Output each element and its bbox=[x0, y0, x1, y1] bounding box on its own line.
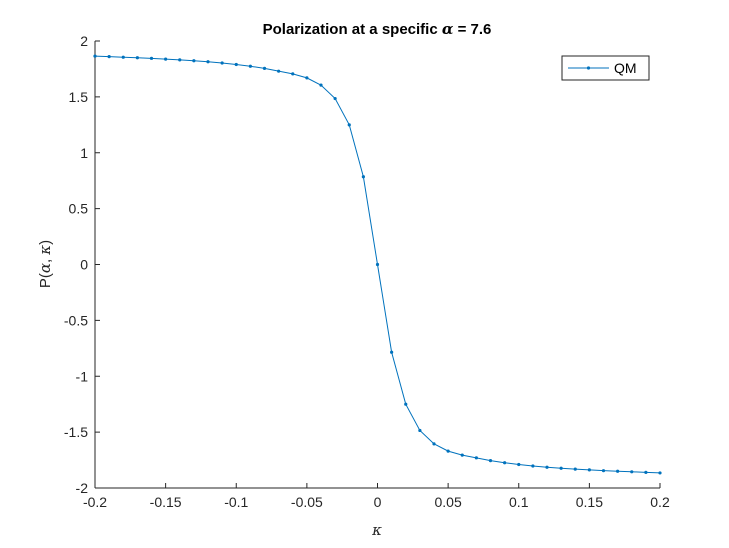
data-point bbox=[559, 466, 563, 470]
y-tick-label: -1 bbox=[76, 368, 89, 384]
data-point bbox=[107, 55, 111, 59]
x-tick-label: -0.05 bbox=[291, 494, 323, 510]
data-point bbox=[192, 59, 196, 63]
data-point bbox=[262, 66, 267, 70]
data-point bbox=[488, 459, 493, 463]
x-tick-label: 0.15 bbox=[576, 494, 603, 510]
x-tick-label: -0.1 bbox=[224, 494, 248, 510]
x-tick-label: 0.1 bbox=[509, 494, 529, 510]
data-point bbox=[135, 56, 139, 60]
y-tick-label: -0.5 bbox=[64, 312, 88, 328]
data-point bbox=[178, 58, 182, 62]
data-point bbox=[404, 402, 408, 406]
legend-label-qm: QM bbox=[614, 60, 637, 76]
data-point bbox=[93, 54, 97, 58]
legend-marker-qm bbox=[586, 66, 591, 70]
data-point bbox=[418, 428, 422, 433]
data-point bbox=[630, 470, 634, 474]
y-tick-label: 1 bbox=[80, 145, 88, 161]
y-tick-label: -2 bbox=[76, 480, 89, 496]
data-point bbox=[305, 76, 309, 80]
data-point bbox=[446, 449, 450, 453]
y-tick-label: 2 bbox=[80, 33, 88, 49]
x-tick-label: -0.15 bbox=[150, 494, 182, 510]
y-tick-label: 0.5 bbox=[69, 201, 89, 217]
data-point bbox=[220, 61, 224, 65]
x-ticks: -0.2 -0.15 -0.1 -0.05 0 0.05 0.1 0.15 0.2 bbox=[83, 483, 670, 510]
data-point bbox=[390, 350, 394, 354]
data-point bbox=[319, 83, 323, 87]
data-point bbox=[347, 123, 351, 127]
x-axis-label: κ bbox=[371, 521, 382, 539]
x-tick-label: 0 bbox=[374, 494, 382, 510]
data-point bbox=[149, 56, 154, 60]
data-point bbox=[474, 456, 478, 460]
data-point bbox=[517, 462, 521, 467]
data-point bbox=[531, 464, 535, 468]
data-point bbox=[545, 465, 549, 469]
data-point bbox=[121, 55, 125, 59]
chart-title: Polarization at a specific α = 7.6 bbox=[263, 20, 492, 38]
x-tick-label: 0.05 bbox=[435, 494, 462, 510]
x-tick-label: 0.2 bbox=[650, 494, 670, 510]
data-point bbox=[432, 442, 436, 446]
data-point bbox=[361, 175, 365, 179]
data-point bbox=[375, 262, 380, 267]
y-tick-label: -1.5 bbox=[64, 424, 88, 440]
data-point bbox=[277, 69, 281, 73]
data-point bbox=[248, 64, 252, 68]
data-point bbox=[333, 96, 337, 101]
y-tick-label: 0 bbox=[80, 257, 88, 273]
data-point bbox=[164, 57, 168, 61]
legend: QM bbox=[561, 55, 650, 81]
y-axis-label: P(α, κ) bbox=[36, 240, 54, 288]
series-group bbox=[93, 54, 662, 475]
data-point bbox=[460, 453, 464, 457]
data-point bbox=[644, 470, 648, 474]
x-tick-label: -0.2 bbox=[83, 494, 107, 510]
data-point bbox=[291, 72, 295, 76]
y-tick-label: 1.5 bbox=[69, 89, 89, 105]
data-point bbox=[234, 62, 238, 67]
data-point bbox=[658, 471, 662, 475]
data-point bbox=[601, 469, 606, 473]
data-point bbox=[616, 469, 620, 473]
data-point bbox=[503, 461, 507, 465]
data-point bbox=[573, 467, 577, 471]
data-point bbox=[206, 60, 210, 64]
data-point bbox=[587, 468, 591, 472]
y-ticks: -2 -1.5 -1 -0.5 0 0.5 1 1.5 2 bbox=[64, 33, 100, 496]
